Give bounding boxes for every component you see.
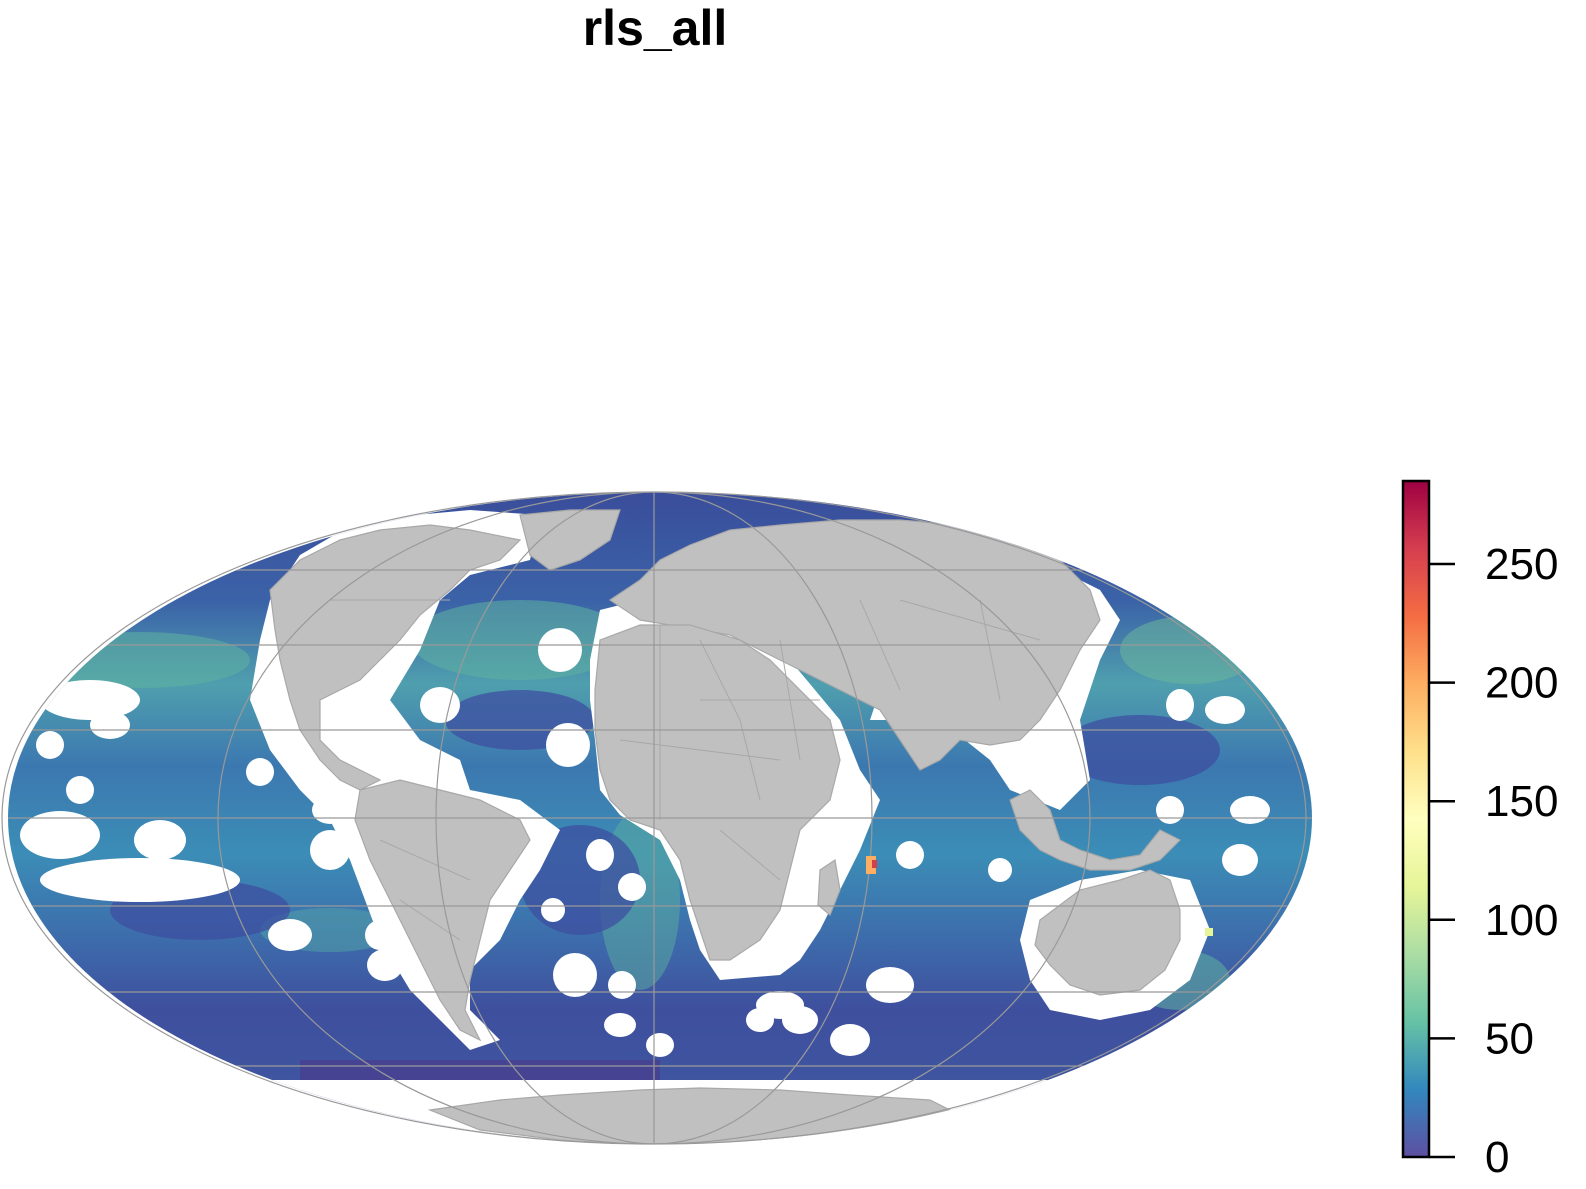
south-america [354, 779, 531, 1042]
legend-tick-label: 100 [1485, 896, 1558, 945]
madagascar [817, 858, 841, 916]
legend: 250 200 150 100 50 0 [1401, 479, 1558, 1182]
australia [1034, 869, 1181, 996]
legend-tick-label: 0 [1485, 1133, 1509, 1182]
country-borders [330, 599, 1041, 941]
legend-tick-label: 200 [1485, 659, 1558, 708]
globe [1, 491, 1312, 1145]
greenland [519, 509, 621, 571]
map-title: rls_all [582, 0, 728, 56]
globe-outline [1, 491, 1307, 1145]
north-america [269, 524, 522, 791]
hotspot [866, 856, 1213, 936]
southeast-asia [1009, 789, 1182, 871]
legend-ticks: 250 200 150 100 50 0 [1429, 540, 1558, 1182]
legend-tick-label: 150 [1485, 777, 1558, 826]
graticule [8, 492, 1312, 1144]
legend-tick-label: 50 [1485, 1014, 1534, 1063]
africa [594, 624, 841, 961]
legend-tick-label: 250 [1485, 540, 1558, 589]
legend-colorbar [1401, 479, 1431, 1159]
